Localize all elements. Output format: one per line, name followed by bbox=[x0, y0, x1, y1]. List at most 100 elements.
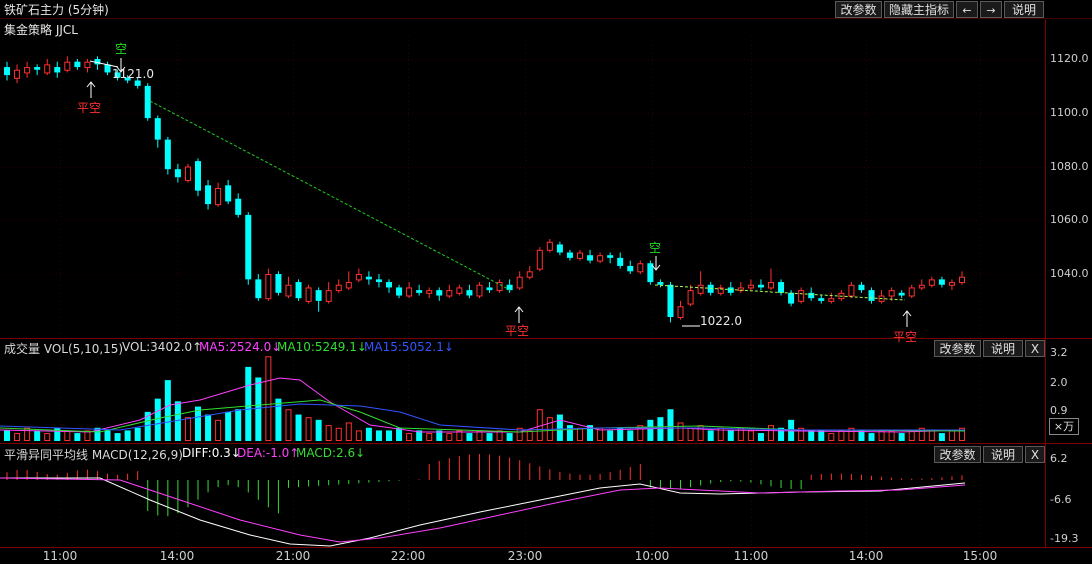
volume-bar-up bbox=[426, 433, 433, 442]
time-tick: 11:00 bbox=[42, 549, 78, 563]
candle-down bbox=[757, 284, 764, 288]
candle-down bbox=[245, 214, 252, 280]
candle-down bbox=[386, 282, 392, 288]
macd-help-button[interactable]: 说明 bbox=[983, 446, 1023, 463]
ma5-line bbox=[0, 377, 966, 433]
time-tick: 14:00 bbox=[159, 549, 195, 563]
volume-tick: 0.9 bbox=[1050, 404, 1068, 417]
volume-bar-down bbox=[757, 433, 764, 441]
volume-modify-params-button[interactable]: 改参数 bbox=[934, 340, 981, 357]
candle-down bbox=[375, 279, 382, 283]
candle-up bbox=[325, 290, 332, 302]
modify-params-button[interactable]: 改参数 bbox=[835, 1, 882, 18]
candle-up bbox=[14, 69, 21, 79]
volume-bar-up bbox=[355, 430, 362, 442]
volume-bar-down bbox=[647, 419, 654, 441]
candle-up bbox=[768, 282, 774, 289]
volume-bar-down bbox=[778, 427, 785, 441]
candle-down bbox=[235, 198, 242, 215]
candle-down bbox=[195, 161, 201, 191]
macd-value: MACD:2.6↓ bbox=[296, 446, 366, 460]
candle-down bbox=[647, 263, 654, 283]
arrow-up-icon bbox=[86, 81, 96, 88]
arrow-right-icon[interactable]: → bbox=[980, 1, 1002, 18]
volume-tick: 2.0 bbox=[1050, 376, 1068, 389]
volume-bar-up bbox=[84, 430, 91, 442]
candle-up bbox=[848, 284, 855, 297]
volume-bar-down bbox=[365, 427, 372, 441]
volume-bar-down bbox=[235, 409, 242, 441]
candle-up bbox=[285, 284, 292, 297]
volume-bar-up bbox=[215, 419, 222, 441]
volume-bar-down bbox=[174, 401, 181, 441]
candle-down bbox=[556, 244, 563, 253]
candle-up bbox=[446, 290, 453, 297]
volume-bar-up bbox=[737, 427, 744, 442]
volume-bar-up bbox=[44, 433, 51, 442]
candle-down bbox=[436, 290, 443, 296]
candle-up bbox=[536, 249, 543, 270]
candle-up bbox=[265, 274, 272, 300]
time-tick: 10:00 bbox=[634, 549, 670, 563]
arrow-up-icon bbox=[514, 306, 524, 313]
volume-bar-up bbox=[928, 430, 935, 442]
candle-down bbox=[778, 282, 785, 293]
volume-bar-down bbox=[94, 427, 101, 441]
volume-bar-down bbox=[396, 427, 403, 441]
volume-bar-down bbox=[375, 430, 382, 441]
volume-bar-up bbox=[828, 433, 835, 442]
volume-bar-down bbox=[627, 430, 634, 441]
hide-main-indicator-button[interactable]: 隐藏主指标 bbox=[884, 1, 954, 18]
signal-close-short: 平空 bbox=[77, 101, 102, 115]
candle-up bbox=[426, 290, 433, 294]
candle-down bbox=[627, 265, 634, 272]
volume-bar-down bbox=[938, 433, 945, 441]
volume-bar-up bbox=[677, 422, 684, 441]
time-tick: 23:00 bbox=[507, 549, 543, 563]
time-tick: 21:00 bbox=[275, 549, 311, 563]
ma5-value: MA5:2524.0↓ bbox=[199, 340, 282, 354]
price-tick: 1120.0 bbox=[1050, 52, 1089, 65]
volume-bar-up bbox=[918, 427, 925, 442]
volume-bar-down bbox=[4, 430, 10, 441]
volume-bar-down bbox=[818, 430, 825, 441]
macd-tick: -6.6 bbox=[1050, 493, 1072, 506]
volume-help-button[interactable]: 说明 bbox=[983, 340, 1023, 357]
candle-down bbox=[174, 169, 181, 178]
candle-up bbox=[24, 67, 31, 74]
arrow-down-icon bbox=[651, 264, 661, 271]
macd-modify-params-button[interactable]: 改参数 bbox=[934, 446, 981, 463]
candle-down bbox=[898, 292, 905, 296]
volume-bar-down bbox=[154, 398, 161, 441]
help-button[interactable]: 说明 bbox=[1004, 1, 1044, 18]
volume-bar-down bbox=[727, 430, 734, 441]
volume-bar-down bbox=[587, 425, 594, 441]
macd-close-icon[interactable]: X bbox=[1025, 446, 1045, 463]
volume-bar-down bbox=[245, 366, 252, 441]
arrow-left-icon[interactable]: ← bbox=[956, 1, 978, 18]
time-tick: 14:00 bbox=[848, 549, 884, 563]
volume-bar-up bbox=[838, 430, 845, 442]
candle-up bbox=[44, 64, 51, 74]
candle-down bbox=[396, 287, 403, 296]
volume-bar-down bbox=[114, 433, 121, 441]
volume-bar-up bbox=[878, 430, 885, 442]
volume-unit-badge: ×万 bbox=[1049, 418, 1079, 435]
candle-up bbox=[908, 287, 915, 297]
dea-line bbox=[0, 477, 966, 543]
volume-bar-up bbox=[305, 417, 312, 442]
volume-bar-up bbox=[446, 433, 453, 442]
signal-short: 空 bbox=[115, 42, 128, 56]
volume-bar-up bbox=[687, 427, 694, 442]
candle-up bbox=[687, 290, 694, 305]
volume-bar-up bbox=[798, 427, 805, 442]
volume-bar-down bbox=[124, 430, 131, 441]
trend-line bbox=[654, 284, 906, 301]
volume-bar-down bbox=[607, 430, 614, 441]
volume-bar-up bbox=[406, 433, 413, 442]
volume-close-icon[interactable]: X bbox=[1025, 340, 1045, 357]
volume-bar-down bbox=[54, 427, 61, 441]
volume-bar-down bbox=[74, 433, 81, 441]
volume-bar-up bbox=[948, 430, 955, 442]
